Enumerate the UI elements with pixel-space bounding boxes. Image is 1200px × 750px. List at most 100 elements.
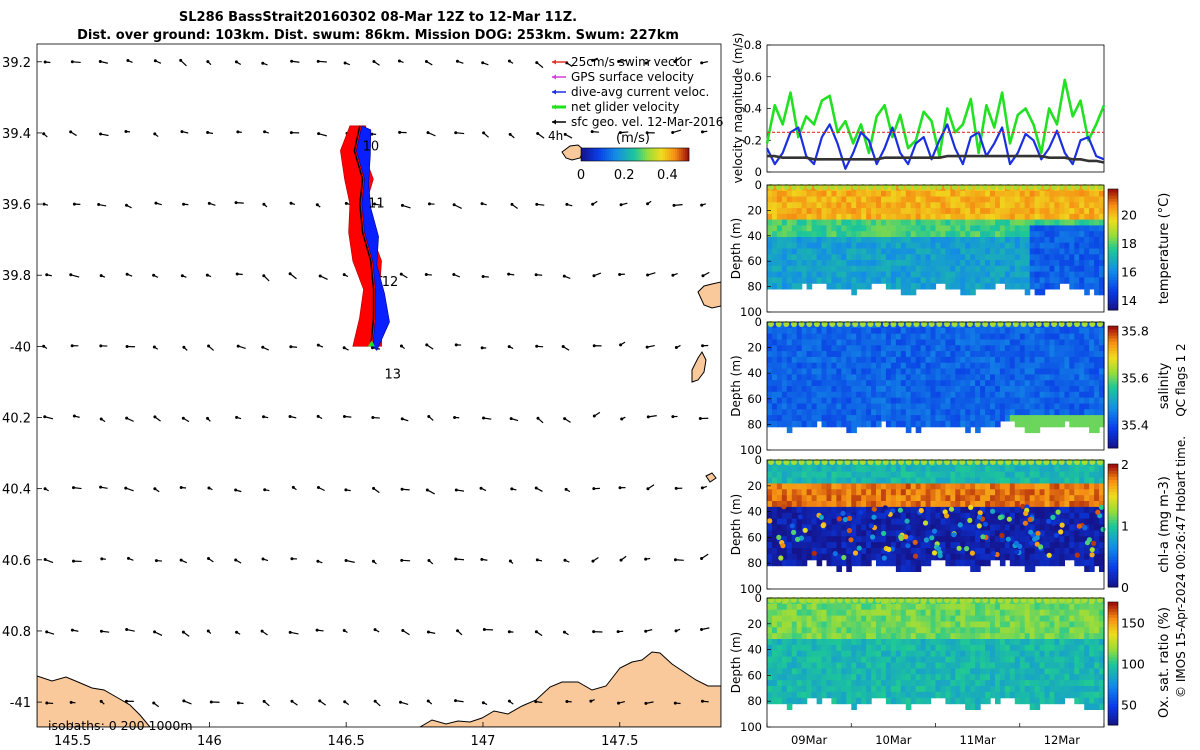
section-cell [791, 512, 798, 520]
section-cell [1004, 380, 1011, 387]
section-cell [975, 477, 981, 485]
section-cell [1054, 495, 1060, 502]
section-cell [1024, 362, 1031, 370]
section-cell [990, 501, 996, 508]
section-cell [905, 362, 912, 370]
sfc-velocity-arrow-head [674, 629, 678, 633]
section-cell [767, 668, 773, 675]
section-cell [871, 327, 877, 335]
section-cell [806, 639, 813, 646]
section-cell [950, 231, 956, 238]
section-cell [1029, 345, 1036, 352]
section-cell [826, 553, 833, 561]
section-cell [1084, 283, 1090, 290]
section-cell [970, 506, 976, 514]
chl-sample-dot [1000, 523, 1006, 529]
section-colorbar-cell [1108, 544, 1118, 548]
section-cell [851, 553, 857, 561]
sfc-velocity-arrow-head [342, 346, 346, 350]
sfc-velocity-arrow-head [236, 701, 240, 705]
section-cell [1059, 477, 1065, 485]
section-cell [960, 495, 966, 502]
section-cell [841, 483, 847, 490]
section-cell [995, 506, 1001, 514]
section-cell [821, 415, 828, 422]
section-cell [915, 190, 922, 198]
section-cell [895, 237, 902, 244]
section-cell [881, 471, 887, 479]
section-cell [791, 680, 798, 687]
section-cell [1079, 489, 1085, 496]
section-cell [786, 489, 793, 496]
section-cell [846, 403, 852, 410]
section-cell [856, 202, 862, 209]
section-cell [816, 202, 823, 209]
sfc-velocity-arrow-head [510, 202, 514, 206]
section-cell [930, 415, 937, 422]
section-cell [990, 386, 996, 393]
section-cell [866, 333, 872, 340]
section-cell [826, 208, 833, 215]
section-cell [1024, 426, 1031, 434]
sfc-velocity-arrow-head [591, 58, 595, 62]
section-cell [1024, 548, 1031, 555]
section-cell [1019, 524, 1026, 531]
section-cell [1084, 368, 1090, 375]
section-cell [781, 345, 788, 352]
section-cell [1064, 471, 1070, 479]
section-cell [890, 409, 897, 416]
sfc-velocity-arrow-head [236, 130, 240, 134]
section-cell [846, 524, 852, 531]
section-cell [925, 542, 932, 549]
section-cell [831, 271, 837, 278]
section-cell [786, 656, 793, 664]
section-cell [831, 219, 837, 226]
section-cell [826, 391, 833, 399]
section-cell [801, 208, 808, 215]
section-cell [811, 420, 818, 428]
section-cell [871, 374, 877, 381]
chl-sample-dot [820, 522, 826, 529]
section-colorbar-cell [1108, 276, 1118, 281]
chl-sample-dot [1027, 516, 1033, 523]
chl-sample-dot [1020, 503, 1026, 509]
day-label: 13 [384, 367, 401, 382]
section-cell [885, 477, 892, 485]
section-cell [871, 219, 877, 226]
section-cell [990, 483, 996, 490]
section-cell [1099, 254, 1105, 261]
section-cell [999, 248, 1006, 255]
section-cell [945, 271, 951, 278]
section-cell [890, 362, 897, 370]
section-cell [999, 506, 1006, 514]
sfc-velocity-arrow-head [152, 273, 156, 277]
section-cell [796, 213, 803, 221]
section-cell [920, 495, 927, 502]
section-cell [905, 237, 912, 244]
section-cell [900, 553, 907, 561]
section-cell [772, 420, 778, 428]
section-cell [801, 386, 808, 393]
section-cell [1084, 277, 1090, 284]
section-cell [950, 351, 956, 358]
section-cell [881, 559, 887, 567]
section-cell [985, 265, 991, 273]
section-cell [786, 403, 793, 410]
section-cell [930, 225, 937, 232]
section-cell [791, 559, 798, 567]
section-cell [871, 386, 877, 393]
section-cell [910, 288, 917, 296]
section-cell [826, 501, 833, 508]
section-cell [767, 351, 773, 358]
section-cell [1019, 465, 1026, 473]
section-cell [791, 668, 798, 675]
sfc-velocity-arrow-head [234, 201, 238, 205]
section-cell [866, 374, 872, 381]
section-cell [806, 219, 813, 226]
section-colorbar-cell [1108, 258, 1118, 263]
section-cell [945, 202, 951, 209]
chl-sample-dot [1089, 552, 1095, 558]
section-cell [930, 471, 937, 479]
sfc-velocity-arrow-head [591, 559, 595, 563]
section-cell [1024, 530, 1031, 537]
